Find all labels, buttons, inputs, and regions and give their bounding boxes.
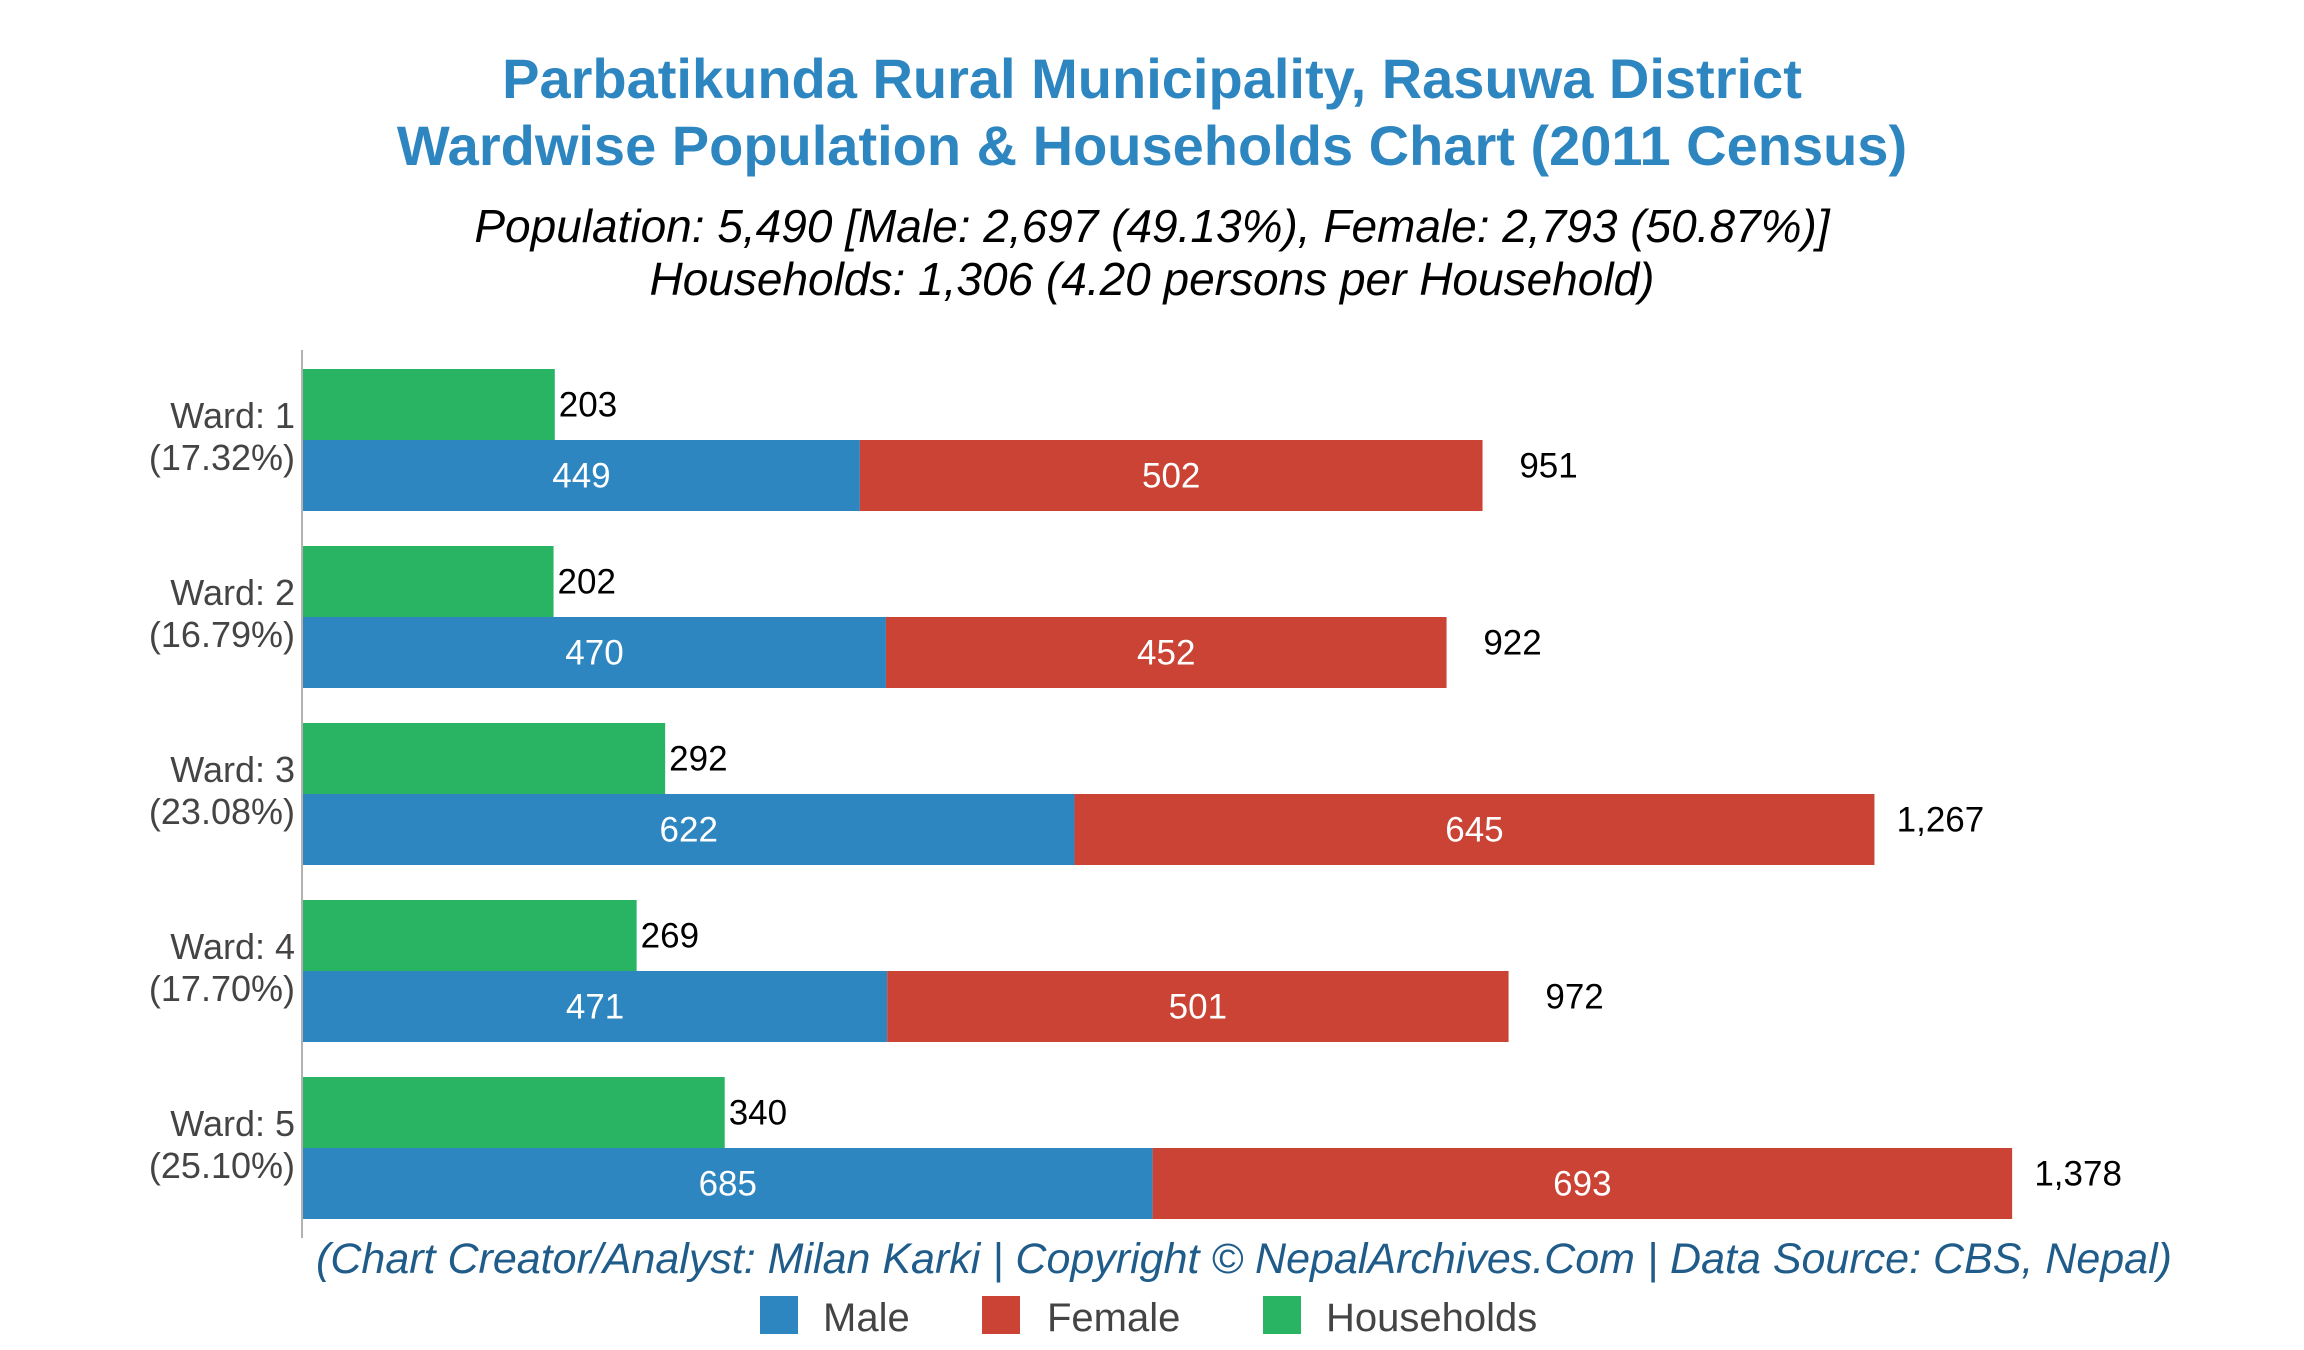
female-value-label: 502: [1142, 457, 1200, 496]
female-value-label: 452: [1137, 634, 1195, 673]
total-population-label: 1,267: [1897, 801, 1985, 840]
households-bar: [303, 369, 555, 440]
households-bar: [303, 900, 637, 971]
male-value-label: 685: [699, 1165, 757, 1204]
male-value-label: 471: [566, 988, 624, 1027]
ward-label: Ward: 4: [170, 926, 295, 967]
male-bar: [303, 971, 888, 1042]
female-bar: [859, 440, 1483, 511]
bars-group: Ward: 1(17.32%) 203 449 502 951 Ward: 2(16.79…: [149, 369, 2122, 1219]
male-bar: [303, 794, 1075, 865]
households-value-label: 202: [558, 563, 616, 602]
male-bar: [303, 440, 860, 511]
total-population-label: 922: [1483, 624, 1541, 663]
legend-swatch-households: [1263, 1296, 1301, 1334]
ward-share-label: (25.10%): [149, 1145, 295, 1186]
ward-label: Ward: 3: [170, 749, 295, 790]
households-bar: [303, 723, 666, 794]
female-bar: [887, 971, 1509, 1042]
households-bar: [303, 1077, 725, 1148]
legend-label-female: Female: [1047, 1296, 1180, 1340]
ward-label: Ward: 2: [170, 572, 295, 613]
chart-subtitle-line1: Population: 5,490 [Male: 2,697 (49.13%),…: [474, 200, 1830, 252]
households-value-label: 292: [669, 740, 727, 779]
ward-share-label: (23.08%): [149, 791, 295, 832]
female-bar: [1074, 794, 1875, 865]
female-value-label: 501: [1169, 988, 1227, 1027]
legend-label-male: Male: [823, 1296, 910, 1340]
male-value-label: 470: [565, 634, 623, 673]
male-value-label: 622: [660, 811, 718, 850]
ward-label: Ward: 5: [170, 1103, 295, 1144]
male-bar: [303, 617, 886, 688]
households-bar: [303, 546, 554, 617]
legend: Male Female Households: [760, 1296, 1537, 1340]
legend-swatch-female: [982, 1296, 1020, 1334]
total-population-label: 951: [1519, 447, 1577, 486]
ward-share-label: (17.70%): [149, 968, 295, 1009]
total-population-label: 1,378: [2034, 1155, 2122, 1194]
total-population-label: 972: [1545, 978, 1603, 1017]
chart-title-line2: Wardwise Population & Households Chart (…: [397, 114, 1907, 177]
legend-label-households: Households: [1326, 1296, 1537, 1340]
footer-credit: (Chart Creator/Analyst: Milan Karki | Co…: [316, 1235, 2172, 1283]
households-value-label: 340: [729, 1094, 787, 1133]
male-value-label: 449: [552, 457, 610, 496]
female-bar: [885, 617, 1447, 688]
ward-share-label: (16.79%): [149, 614, 295, 655]
chart-subtitle-line2: Households: 1,306 (4.20 persons per Hous…: [650, 253, 1655, 305]
households-value-label: 269: [641, 917, 699, 956]
households-value-label: 203: [559, 386, 617, 425]
male-bar: [303, 1148, 1153, 1219]
female-value-label: 645: [1445, 811, 1503, 850]
female-bar: [1152, 1148, 2013, 1219]
ward-label: Ward: 1: [170, 395, 295, 436]
female-value-label: 693: [1553, 1165, 1611, 1204]
chart-title-line1: Parbatikunda Rural Municipality, Rasuwa …: [502, 47, 1802, 110]
ward-share-label: (17.32%): [149, 437, 295, 478]
legend-swatch-male: [760, 1296, 798, 1334]
